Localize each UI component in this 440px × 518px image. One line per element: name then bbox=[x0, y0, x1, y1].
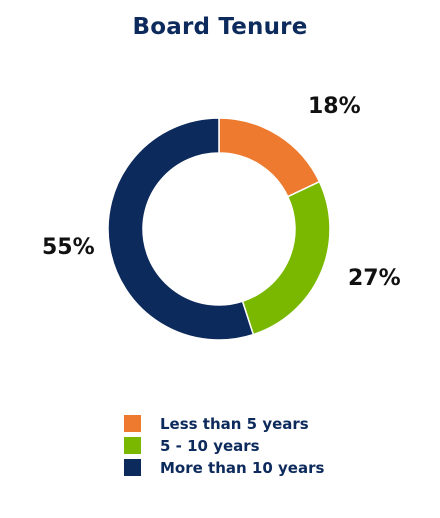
slice-label-more-than-10-years: 55% bbox=[42, 235, 95, 260]
legend-swatch bbox=[124, 459, 141, 476]
legend: Less than 5 years 5 - 10 years More than… bbox=[124, 413, 324, 479]
donut-slice-less-than-5-years bbox=[218, 117, 321, 198]
legend-swatch bbox=[124, 437, 141, 454]
legend-swatch bbox=[124, 415, 141, 432]
chart-title: Board Tenure bbox=[132, 14, 308, 40]
slice-label-5-10-years: 27% bbox=[348, 266, 401, 291]
legend-label: 5 - 10 years bbox=[160, 436, 260, 455]
legend-label: More than 10 years bbox=[160, 458, 325, 477]
legend-item-more-than-10-years: More than 10 years bbox=[124, 457, 324, 478]
slice-label-less-than-5-years: 18% bbox=[308, 94, 361, 119]
donut-slice-more-than-10-years bbox=[107, 117, 255, 341]
legend-item-5-10-years: 5 - 10 years bbox=[124, 435, 324, 456]
legend-label: Less than 5 years bbox=[160, 414, 309, 433]
legend-item-less-than-5-years: Less than 5 years bbox=[124, 413, 324, 434]
donut-slice-5-10-years bbox=[241, 180, 331, 336]
